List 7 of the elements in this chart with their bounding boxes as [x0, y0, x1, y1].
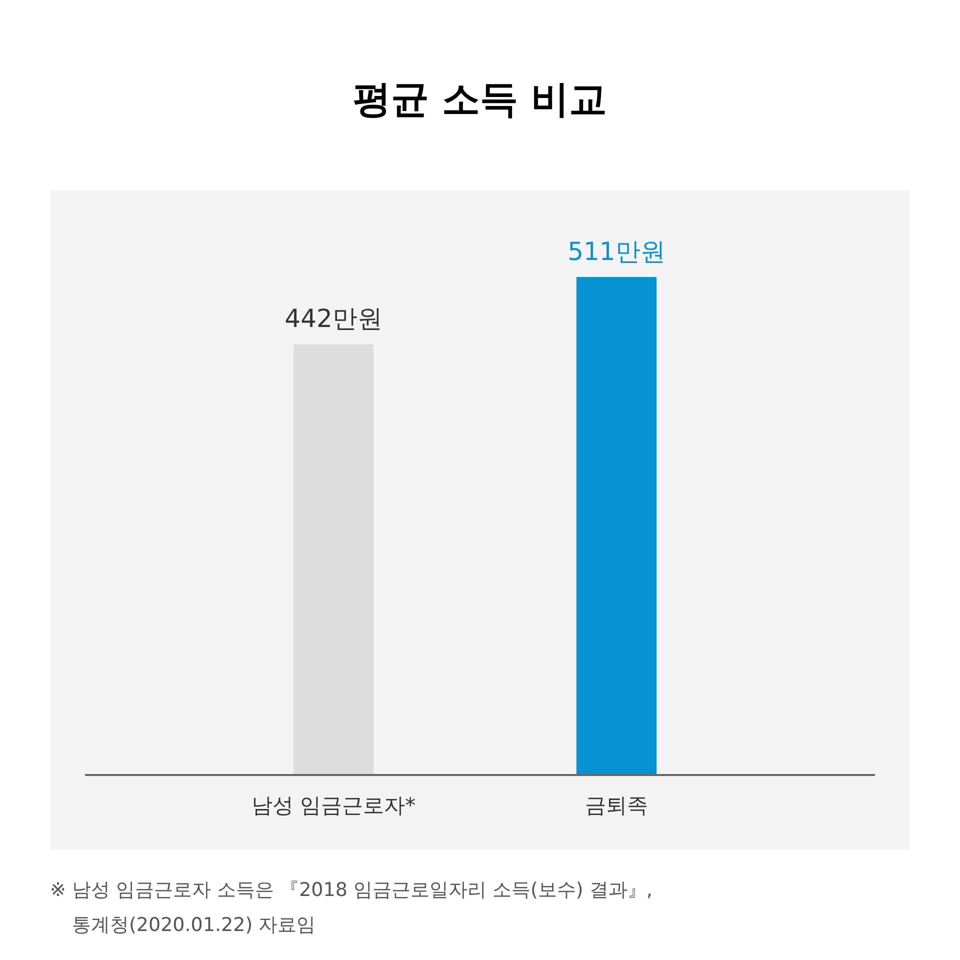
x-tick-label: 금퇴족 [584, 794, 648, 818]
text: 통계청(2020.01.22) 자료임 [72, 914, 316, 936]
data-label: 442만원 [284, 304, 382, 334]
x-tick-label: 남성 임금근로자* [251, 794, 416, 818]
chart-title: 평균 소득 비교 [352, 77, 608, 121]
text: ※ 남성 임금근로자 소득은 『2018 임금근로일자리 소득(보수) 결과』, [50, 879, 652, 901]
data-label: 511만원 [568, 237, 666, 266]
